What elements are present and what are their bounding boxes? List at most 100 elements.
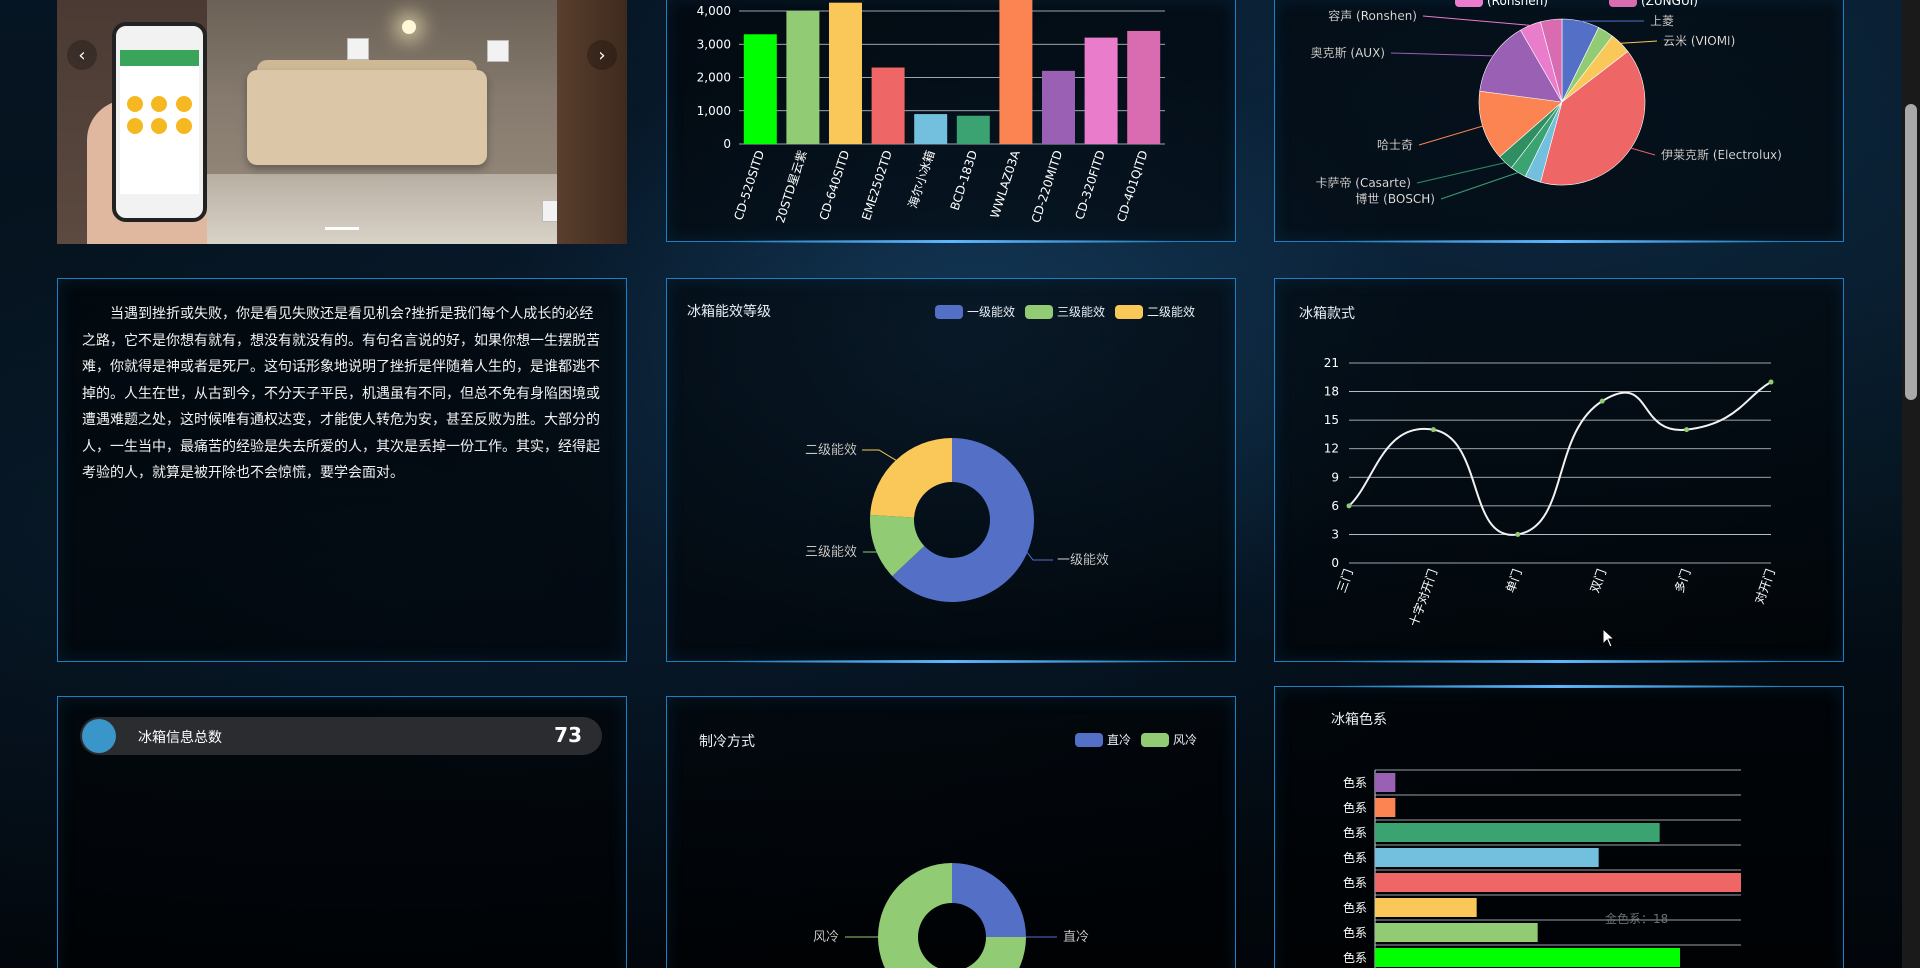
x-tick-label: CD-220MITD — [1029, 149, 1066, 225]
hbar — [1375, 873, 1741, 892]
carousel-indicator[interactable] — [325, 227, 359, 230]
y-tick-label: 0 — [723, 137, 731, 151]
style-panel: 冰箱款式 0 3 6 9 12 15 18 21 三门 十字对开门 单门 双门 多门 对开门 — [1274, 278, 1844, 663]
data-point — [1346, 503, 1352, 509]
y-tick-label: 色系 — [1343, 776, 1367, 790]
wall-switch — [347, 38, 369, 60]
data-point — [1768, 379, 1774, 385]
x-tick-label: WWLAZ03A — [988, 148, 1023, 220]
donut-slice — [870, 438, 952, 518]
bar — [914, 114, 948, 144]
donut-label-line — [862, 449, 897, 461]
legend-item[interactable]: 风冷 — [1141, 731, 1197, 748]
y-tick-label: 18 — [1324, 385, 1339, 399]
legend-label: 风冷 — [1173, 733, 1198, 747]
y-tick-label: 色系 — [1343, 901, 1367, 915]
carousel-image-lamp — [402, 20, 416, 34]
bar — [956, 115, 990, 144]
vertical-scrollbar[interactable] — [1902, 0, 1920, 968]
x-tick-label: 单门 — [1502, 567, 1524, 595]
pie-label-line — [1390, 52, 1494, 57]
legend-label: (ZUNGUI) — [1641, 0, 1698, 8]
y-tick-label: 9 — [1331, 470, 1339, 484]
total-value: 73 — [554, 723, 582, 747]
tooltip-text: 金色系：18 — [1605, 911, 1668, 926]
energy-chart-title: 冰箱能效等级 — [687, 304, 771, 320]
x-tick-label: 三门 — [1334, 567, 1356, 595]
wall-switch — [487, 40, 509, 62]
hbar — [1375, 948, 1680, 967]
data-point — [1599, 398, 1605, 404]
data-point — [1515, 531, 1521, 537]
chevron-right-icon[interactable]: › — [587, 40, 617, 70]
hbar — [1375, 898, 1477, 917]
x-tick-label: CD-520SITD — [731, 149, 767, 222]
pie-label: 哈士奇 — [1377, 138, 1413, 152]
hbar — [1375, 848, 1599, 867]
data-point — [1684, 427, 1690, 433]
bar — [1084, 37, 1118, 144]
pie-slice — [1540, 18, 1563, 103]
image-carousel[interactable]: ‹ › — [57, 0, 627, 244]
y-tick-label: 4,000 — [697, 4, 731, 18]
legend-label: 一级能效 — [967, 305, 1016, 319]
y-tick-label: 3,000 — [697, 37, 731, 51]
legend-label: 二级能效 — [1147, 305, 1196, 319]
legend-swatch — [1609, 0, 1637, 7]
legend-item[interactable]: 直冷 — [1075, 731, 1131, 748]
donut-label: 直冷 — [1063, 930, 1089, 945]
bar — [999, 0, 1033, 144]
pie-label: 云米 (VIOMI) — [1663, 34, 1735, 48]
x-tick-label: 十字对开门 — [1406, 567, 1441, 629]
donut-label-line — [1026, 552, 1053, 561]
pie-slice — [1540, 51, 1646, 186]
pie-label-line — [1620, 40, 1658, 44]
quote-text: 当遇到挫折或失败，你是看见失败还是看见机会?挫折是我们每个人成长的必经之路，它不… — [82, 306, 600, 481]
donut-label-line — [863, 547, 884, 553]
legend-item[interactable]: 一级能效 — [935, 303, 1015, 320]
x-tick-label: BCD-183D — [948, 149, 981, 212]
pie-label: 容声 (Ronshen) — [1328, 8, 1417, 23]
pie-slice — [1479, 29, 1563, 103]
x-tick-label: 20STD星云紫 — [773, 149, 810, 225]
brand-pie-panel: 上菱 云米 (VIOMI) 伊莱克斯 (Electrolux) 博世 (BOSCH) 卡… — [1274, 0, 1844, 243]
donut-slice — [952, 863, 1026, 937]
pie-label: 卡萨帝 (Casarte) — [1315, 175, 1411, 190]
pie-label-line — [1422, 15, 1531, 26]
cooling-donut-chart: 直冷 风冷 — [813, 863, 1089, 968]
y-tick-label: 色系 — [1343, 801, 1367, 815]
carousel-image-phone — [112, 22, 207, 222]
chevron-left-icon[interactable]: ‹ — [67, 40, 97, 70]
energy-legend[interactable]: 一级能效 三级能效 二级能效 — [935, 303, 1195, 320]
donut-slice — [878, 863, 1026, 968]
total-panel: 冰箱信息总数 73 — [57, 696, 627, 968]
x-tick-label: CD-401QITD — [1114, 149, 1150, 224]
carousel-image-curtain — [557, 0, 627, 244]
y-tick-label: 色系 — [1343, 851, 1367, 865]
y-tick-label: 0 — [1331, 556, 1339, 570]
bar — [743, 34, 777, 144]
pie-label-line — [1416, 162, 1506, 184]
x-tick-label: 双门 — [1587, 567, 1609, 595]
pie-label: 博世 (BOSCH) — [1355, 191, 1435, 206]
quote-panel: 当遇到挫折或失败，你是看见失败还是看见机会?挫折是我们每个人成长的必经之路，它不… — [57, 278, 627, 662]
legend-item[interactable]: 三级能效 — [1025, 303, 1105, 320]
donut-label: 一级能效 — [1057, 553, 1109, 568]
x-tick-label: 对开门 — [1751, 567, 1777, 606]
cooling-legend[interactable]: 直冷 风冷 — [1075, 731, 1197, 748]
total-count-bar: 冰箱信息总数 73 — [80, 717, 602, 755]
cooling-panel: 制冷方式 直冷 风冷 直冷 风冷 — [666, 696, 1236, 968]
style-chart-title: 冰箱款式 — [1299, 306, 1355, 322]
scrollbar-thumb[interactable] — [1905, 104, 1917, 400]
x-tick-label: CD-640SITD — [817, 149, 853, 222]
donut-label: 二级能效 — [805, 443, 857, 458]
style-line-chart: 0 3 6 9 12 15 18 21 三门 十字对开门 单门 双门 多门 对开门 — [1324, 356, 1778, 629]
y-tick-label: 色系 — [1343, 926, 1367, 940]
legend-item[interactable]: 二级能效 — [1115, 303, 1195, 320]
y-tick-label: 色系 — [1343, 951, 1367, 965]
cooling-chart-title: 制冷方式 — [699, 734, 755, 750]
legend-label: (Ronshen) — [1487, 0, 1548, 8]
y-tick-label: 2,000 — [697, 71, 731, 85]
